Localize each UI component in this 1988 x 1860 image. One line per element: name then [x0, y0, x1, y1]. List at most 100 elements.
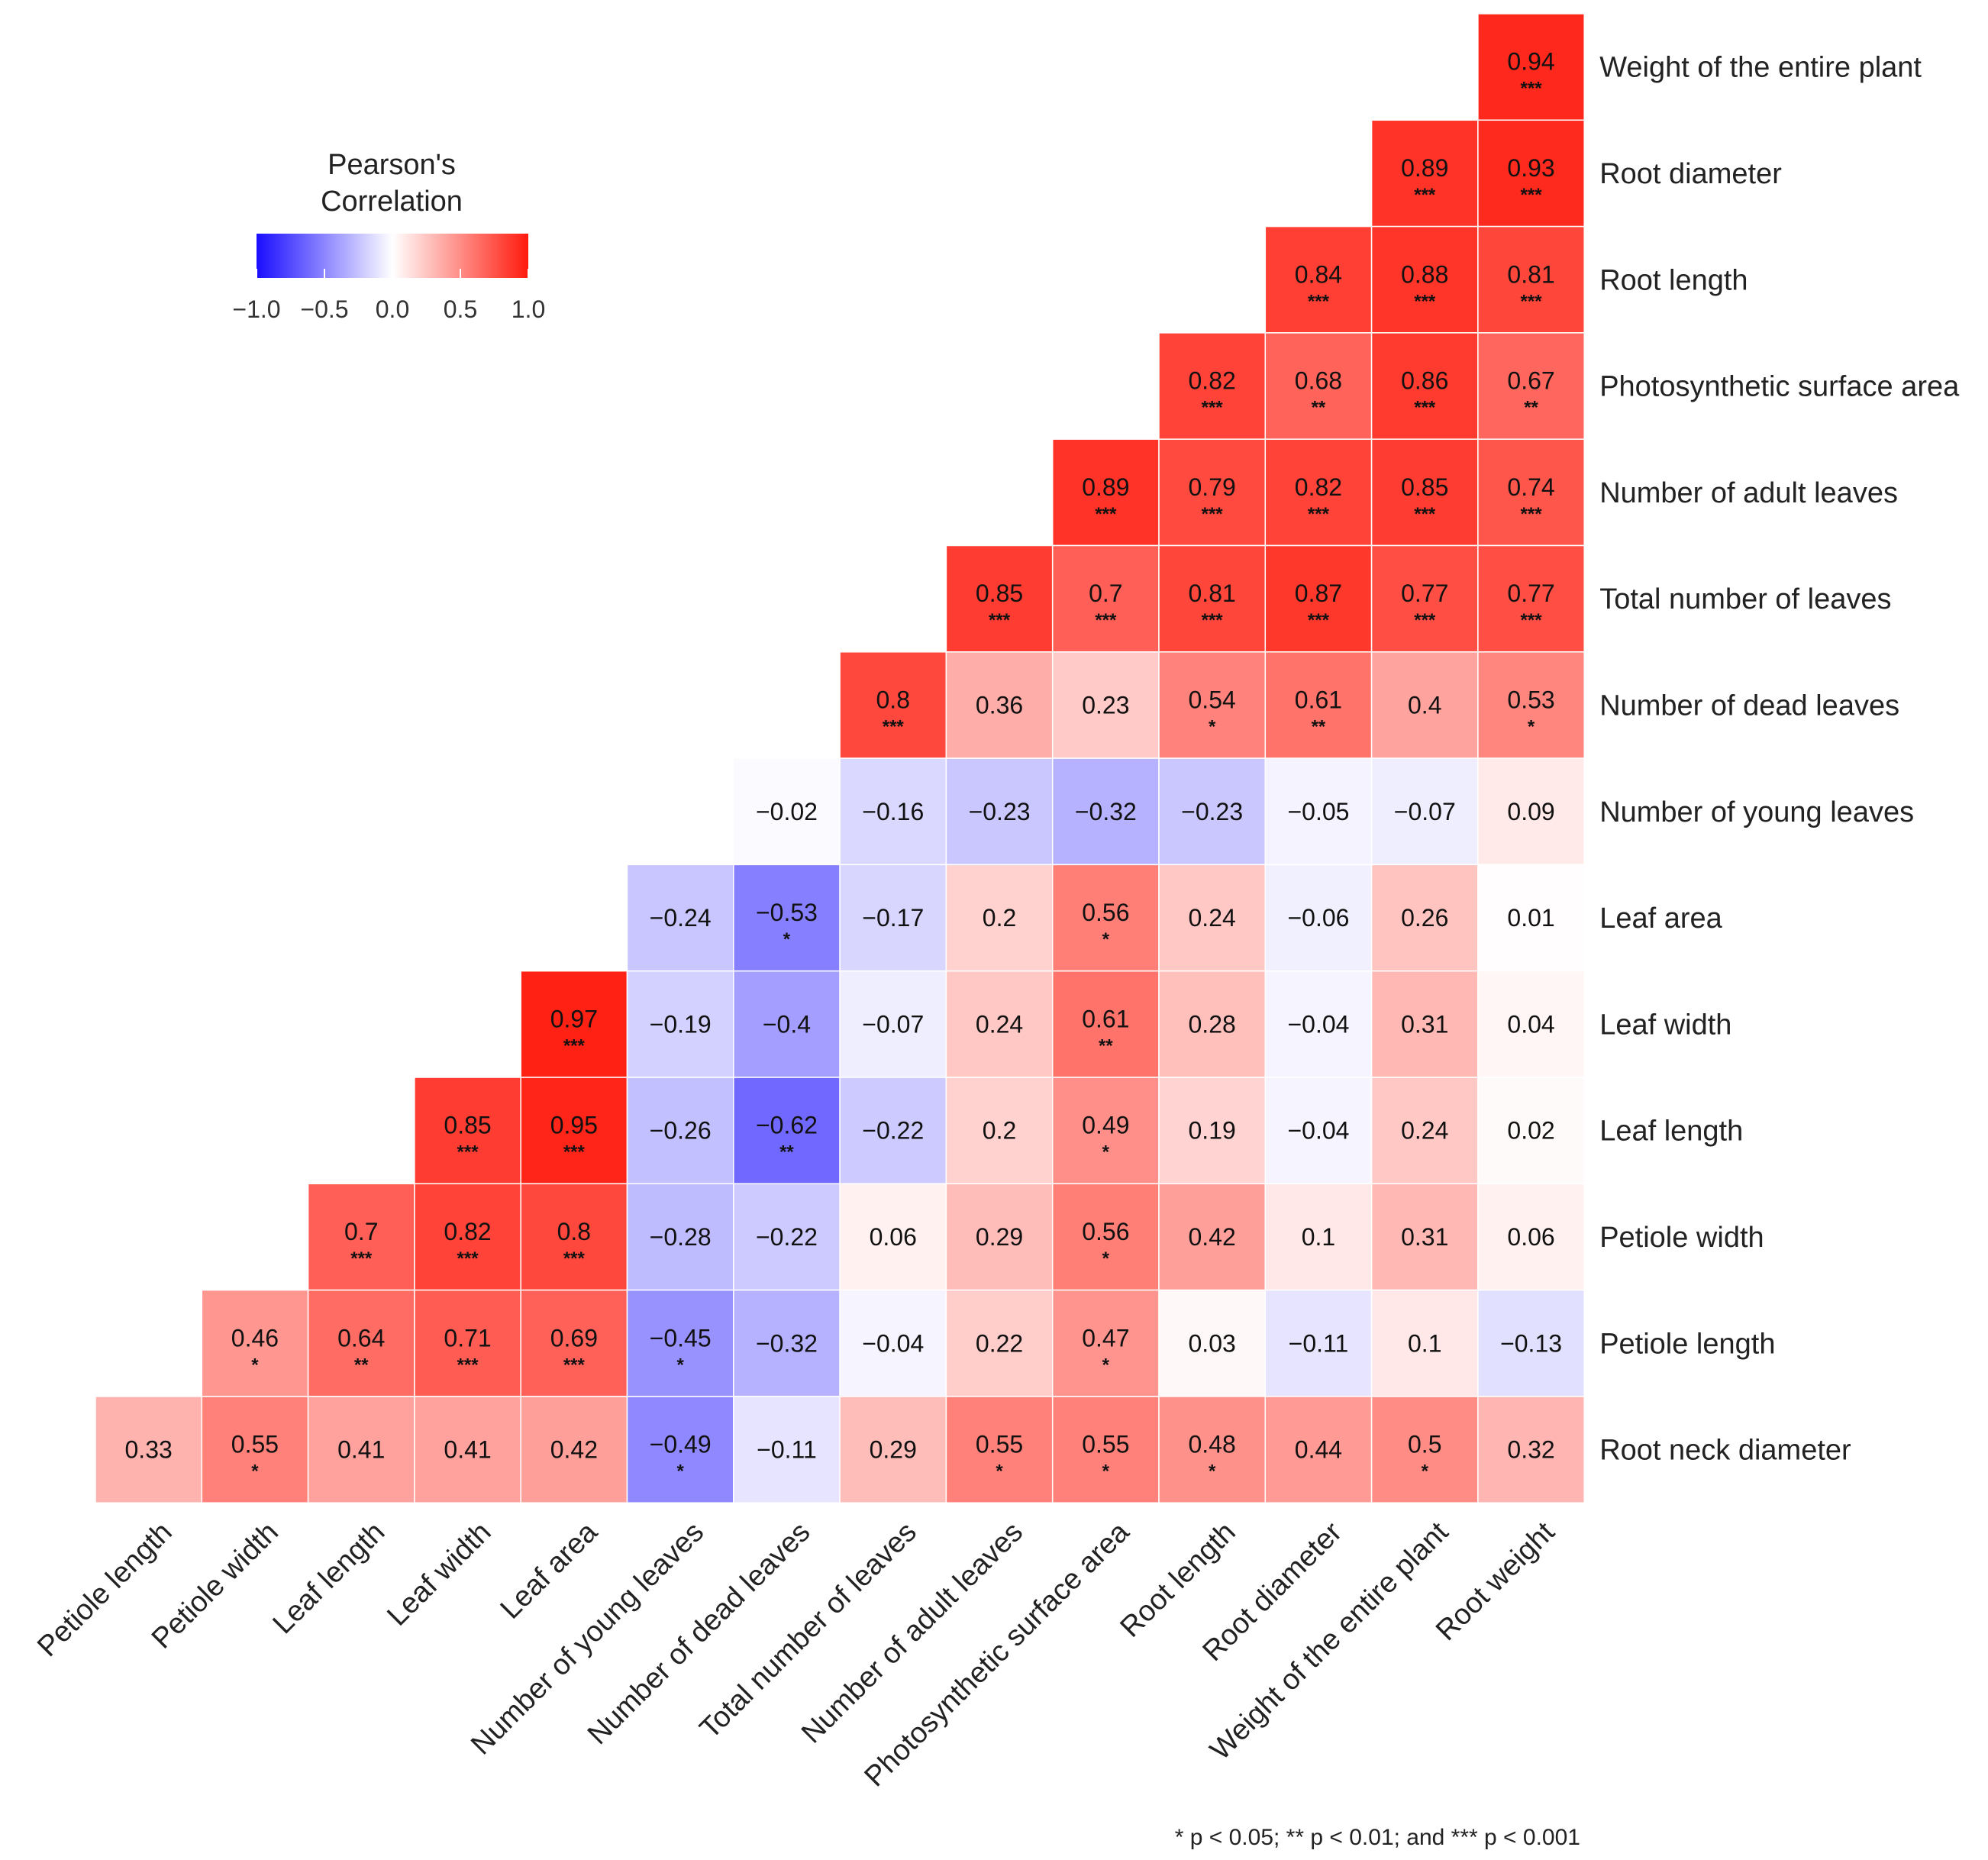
cell-fill: [1477, 651, 1585, 759]
cell-value-label: −0.28: [650, 1223, 712, 1251]
cell-value-label: 0.24: [976, 1010, 1023, 1038]
cell-significance-label: *: [676, 1355, 684, 1375]
cell-significance-label: ***: [350, 1248, 373, 1269]
legend-ticks: −1.0 −0.5 0.0 0.5 1.0: [232, 269, 545, 323]
cell-value-label: 0.79: [1189, 473, 1236, 501]
cell-fill: [201, 1289, 309, 1397]
cell-fill: [201, 1396, 309, 1503]
heatmap-cell: 0.23: [1051, 651, 1160, 759]
heatmap-cell: 0.31: [1370, 970, 1479, 1078]
heatmap-cell: 0.41: [414, 1396, 521, 1503]
cell-value-label: 0.77: [1401, 580, 1448, 607]
cell-value-label: 0.82: [444, 1218, 491, 1245]
cell-fill: [1370, 332, 1479, 440]
cell-significance-label: ***: [1095, 504, 1117, 525]
heatmap-cell: 0.5 *: [1370, 1396, 1479, 1503]
cell-significance-label: ***: [989, 610, 1011, 631]
cell-fill: [1264, 1289, 1373, 1397]
heatmap-cell: 0.74 ***: [1477, 438, 1585, 547]
cell-fill: [1051, 1289, 1160, 1397]
heatmap-cell: 0.46 *: [201, 1289, 309, 1397]
heatmap-cell: −0.16: [839, 757, 947, 866]
heatmap-cell: −0.04: [839, 1289, 947, 1397]
heatmap-cell: 0.31: [1370, 1183, 1479, 1291]
cell-value-label: 0.29: [870, 1436, 917, 1464]
column-label: Total number of leaves: [694, 1516, 923, 1745]
cell-value-label: 0.87: [1295, 580, 1342, 607]
cell-value-label: 0.61: [1082, 1005, 1129, 1032]
cell-value-label: 0.49: [1082, 1112, 1129, 1139]
cell-fill: [733, 864, 841, 972]
cell-significance-label: *: [1102, 1142, 1110, 1163]
heatmap-cell: 0.55 *: [201, 1396, 309, 1503]
cell-value-label: 0.77: [1507, 580, 1554, 607]
heatmap-cell: −0.26: [626, 1077, 734, 1185]
heatmap-cell: 0.89 ***: [1370, 119, 1479, 228]
cell-value-label: 0.85: [976, 580, 1023, 607]
cell-fill: [1264, 1396, 1373, 1503]
heatmap-cell: −0.45 *: [626, 1289, 734, 1397]
cell-fill: [626, 864, 734, 972]
heatmap-cell: 0.2: [945, 1077, 1054, 1185]
heatmap-cell: −0.22: [733, 1183, 841, 1291]
cell-fill: [626, 1289, 734, 1397]
heatmap-cell: 0.61 **: [1051, 970, 1160, 1078]
row-label: Root neck diameter: [1599, 1435, 1851, 1467]
cell-value-label: 0.42: [1189, 1223, 1236, 1251]
row-label: Leaf length: [1599, 1116, 1743, 1148]
cell-fill: [1158, 1289, 1267, 1397]
heatmap-cell: 0.77 ***: [1477, 544, 1585, 653]
heatmap-cell: 0.8 ***: [520, 1183, 628, 1291]
heatmap-cell: −0.4: [733, 970, 841, 1078]
cell-fill: [945, 1396, 1054, 1503]
cell-fill: [95, 1396, 203, 1503]
cell-fill: [1158, 651, 1267, 759]
cell-significance-label: *: [251, 1355, 259, 1375]
cell-value-label: −0.16: [862, 798, 924, 825]
cell-significance-label: ***: [1521, 185, 1543, 205]
row-labels: Weight of the entire plant Root diameter R…: [1599, 52, 1960, 1467]
heatmap-cell: 0.61 **: [1264, 651, 1373, 759]
cell-value-label: 0.32: [1507, 1436, 1554, 1464]
cell-fill: [1051, 1183, 1160, 1291]
cell-value-label: 0.64: [337, 1324, 385, 1351]
cell-fill: [733, 757, 841, 866]
heatmap-cell: 0.24: [1158, 864, 1267, 972]
cell-value-label: 0.55: [1082, 1431, 1129, 1458]
heatmap-cell: 0.26: [1370, 864, 1479, 972]
heatmap-cell: 0.42: [520, 1396, 628, 1503]
cell-value-label: 0.89: [1082, 473, 1129, 501]
heatmap-cell: 0.79 ***: [1158, 438, 1267, 547]
cell-fill: [1477, 1183, 1585, 1291]
cell-value-label: 0.2: [983, 904, 1016, 932]
row-label: Root diameter: [1599, 158, 1782, 190]
cell-value-label: −0.49: [650, 1431, 712, 1458]
cell-fill: [1158, 1396, 1267, 1503]
row-label: Petiole length: [1599, 1328, 1775, 1360]
cell-fill: [1051, 757, 1160, 866]
heatmap-cell: −0.07: [839, 970, 947, 1078]
cell-significance-label: *: [996, 1461, 1003, 1482]
cell-value-label: 0.88: [1401, 260, 1448, 288]
cell-significance-label: ***: [1414, 185, 1436, 205]
cell-value-label: 0.24: [1401, 1117, 1448, 1145]
cell-value-label: −0.22: [756, 1223, 818, 1251]
heatmap-cell: 0.88 ***: [1370, 225, 1479, 334]
cell-fill: [1264, 1077, 1373, 1185]
cell-value-label: 0.31: [1401, 1223, 1448, 1251]
cell-fill: [1370, 757, 1479, 866]
cell-fill: [733, 1077, 841, 1185]
cell-value-label: 0.67: [1507, 367, 1554, 395]
cell-value-label: 0.7: [344, 1218, 378, 1245]
cell-fill: [839, 1077, 947, 1185]
cell-value-label: 0.56: [1082, 1218, 1129, 1245]
heatmap-cell: −0.32: [1051, 757, 1160, 866]
heatmap-cell: 0.89 ***: [1051, 438, 1160, 547]
cell-value-label: 0.42: [550, 1436, 598, 1464]
cell-significance-label: *: [1209, 716, 1216, 737]
heatmap-cell: 0.29: [839, 1396, 947, 1503]
heatmap-cell: 0.55 *: [945, 1396, 1054, 1503]
legend-tick-label: −1.0: [232, 295, 280, 323]
cell-value-label: 0.93: [1507, 154, 1554, 182]
cell-value-label: 0.95: [550, 1112, 598, 1139]
